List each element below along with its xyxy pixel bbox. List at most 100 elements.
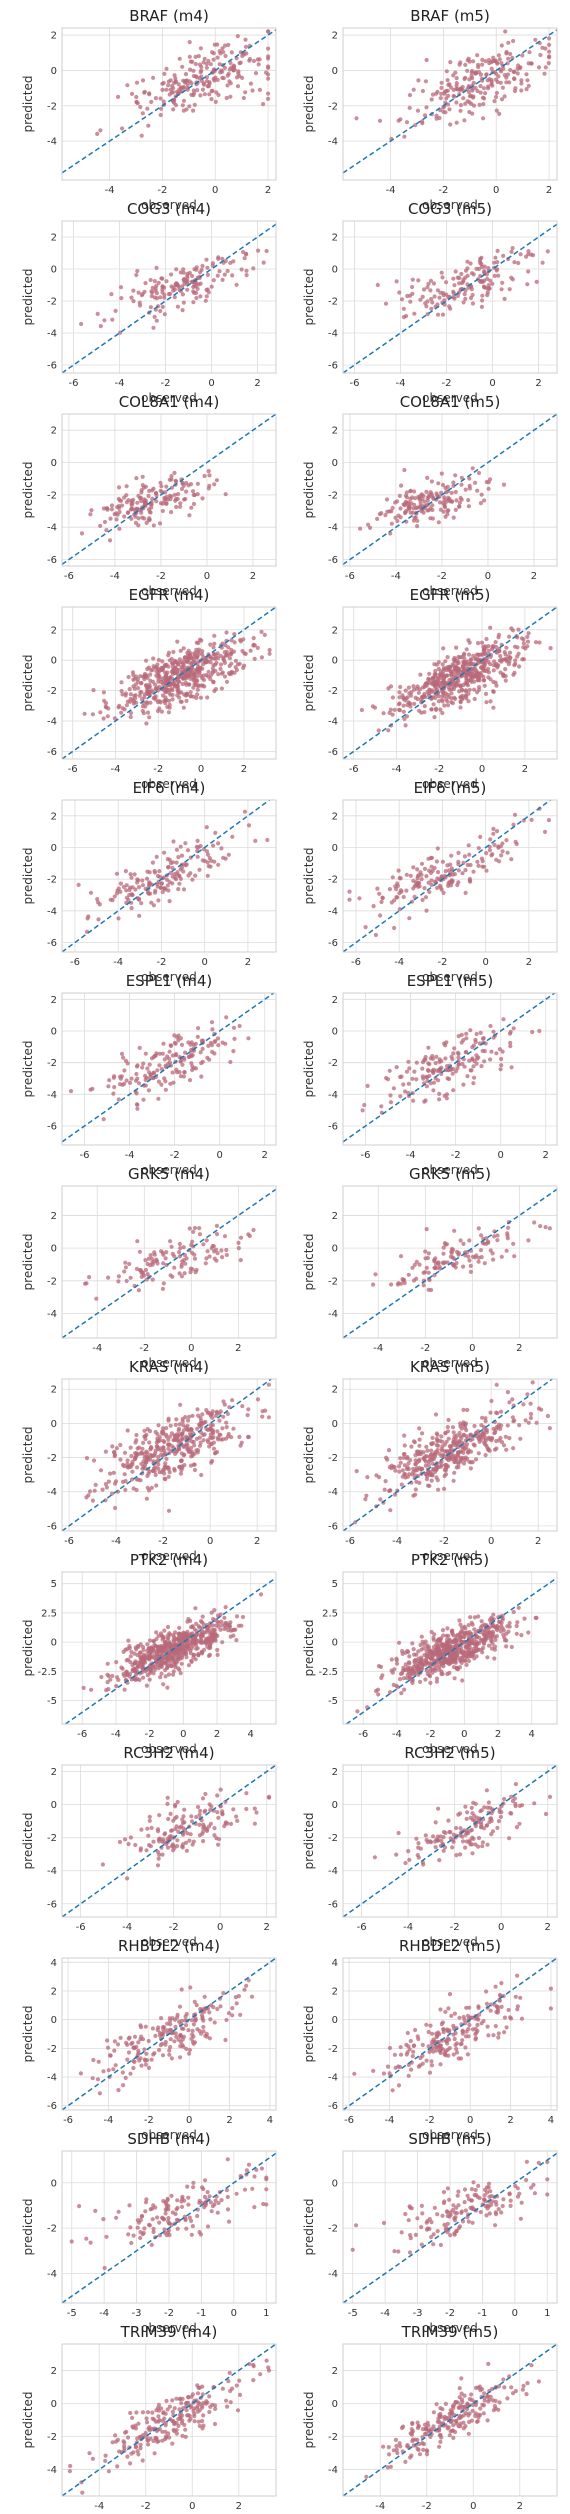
- data-point: [141, 1273, 147, 1278]
- data-point: [212, 42, 217, 47]
- data-point: [436, 1260, 441, 1265]
- y-tick-label: -6: [47, 938, 57, 949]
- data-point: [398, 117, 403, 122]
- data-point: [199, 64, 204, 70]
- data-point: [430, 92, 436, 97]
- data-point: [185, 1643, 190, 1648]
- plot-frame: [342, 606, 558, 760]
- data-point: [507, 634, 512, 639]
- data-point: [248, 648, 253, 653]
- data-point: [151, 664, 156, 669]
- data-point: [499, 1423, 504, 1428]
- data-point: [234, 667, 239, 673]
- data-point: [147, 1488, 152, 1493]
- data-point: [153, 1448, 158, 1453]
- data-point: [456, 850, 461, 856]
- data-point: [499, 61, 504, 66]
- data-point: [167, 1631, 172, 1636]
- data-point: [492, 659, 497, 664]
- data-point: [508, 1044, 513, 1049]
- y-tick-label: -5: [47, 1696, 57, 1707]
- data-point: [144, 1496, 149, 1501]
- data-point: [222, 650, 227, 655]
- y-tick-label: 2.5: [41, 1608, 57, 1619]
- data-point: [182, 1271, 187, 1276]
- data-point: [100, 1487, 105, 1492]
- data-point: [460, 1061, 465, 1067]
- data-point: [469, 271, 475, 276]
- data-point: [456, 660, 461, 666]
- data-point: [378, 1497, 383, 1502]
- data-point: [450, 1066, 456, 1071]
- x-tick-label: 0: [482, 957, 488, 968]
- data-point: [195, 88, 200, 93]
- data-point: [127, 687, 132, 692]
- data-point: [449, 853, 454, 858]
- data-point: [401, 894, 406, 900]
- data-point: [128, 692, 133, 697]
- data-point: [456, 859, 461, 865]
- data-point: [207, 1631, 213, 1636]
- data-point: [430, 503, 435, 508]
- data-point: [491, 663, 496, 668]
- data-point: [443, 659, 448, 664]
- data-point: [113, 308, 118, 313]
- data-point: [404, 490, 409, 495]
- data-point: [128, 714, 133, 720]
- data-point: [444, 96, 449, 101]
- data-point: [199, 1074, 204, 1079]
- x-tick-label: 2: [543, 1150, 549, 1161]
- data-point: [184, 1647, 189, 1652]
- data-point: [431, 675, 436, 680]
- data-point: [198, 843, 203, 849]
- data-point: [469, 287, 474, 292]
- data-point: [480, 95, 486, 100]
- data-point: [511, 822, 516, 827]
- data-point: [403, 1089, 408, 1094]
- data-point: [454, 100, 459, 105]
- y-axis-label: predicted: [21, 1041, 35, 1098]
- data-point: [164, 1426, 169, 1431]
- data-point: [532, 1220, 537, 1225]
- data-point: [526, 269, 531, 274]
- data-point: [184, 489, 189, 494]
- data-point: [478, 501, 483, 506]
- x-tick-label: -6: [68, 764, 78, 775]
- data-point: [156, 1633, 161, 1638]
- data-point: [192, 1256, 198, 1261]
- data-point: [420, 121, 425, 126]
- data-point: [436, 1487, 441, 1492]
- data-point: [209, 1043, 215, 1048]
- data-point: [132, 686, 137, 691]
- data-point: [425, 1075, 430, 1080]
- data-point: [512, 1418, 517, 1423]
- data-point: [164, 494, 169, 500]
- data-point: [414, 1060, 419, 1065]
- x-tick-label: -4: [113, 957, 123, 968]
- data-point: [178, 1402, 183, 1407]
- data-point: [510, 55, 515, 60]
- data-point: [194, 647, 199, 653]
- data-point: [184, 278, 189, 284]
- data-point: [163, 663, 168, 668]
- data-point: [179, 1468, 184, 1473]
- data-point: [220, 670, 225, 675]
- data-point: [483, 1419, 488, 1424]
- data-point: [150, 488, 155, 493]
- data-point: [452, 1470, 457, 1475]
- data-point: [136, 290, 141, 295]
- data-point: [145, 106, 150, 111]
- data-point: [480, 62, 485, 67]
- data-point: [400, 693, 405, 698]
- data-point: [128, 710, 134, 716]
- data-point: [193, 1066, 199, 1071]
- data-point: [141, 485, 147, 490]
- data-point: [481, 284, 487, 289]
- data-point: [154, 669, 159, 674]
- data-point: [382, 1487, 387, 1492]
- data-point: [142, 692, 147, 697]
- data-point: [365, 1475, 370, 1480]
- data-point: [498, 80, 503, 85]
- data-point: [443, 505, 448, 510]
